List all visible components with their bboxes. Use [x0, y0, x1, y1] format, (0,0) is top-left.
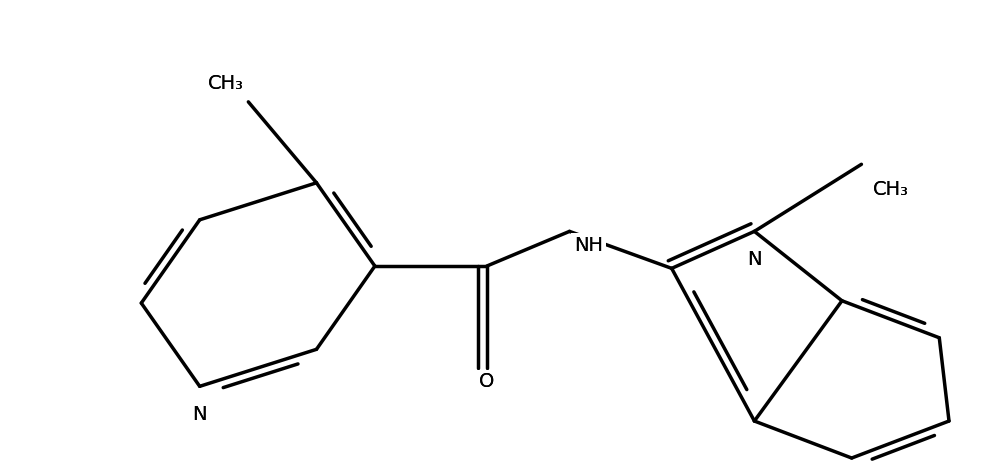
Text: CH₃: CH₃ [873, 180, 909, 200]
Text: O: O [479, 372, 495, 391]
Text: N: N [747, 250, 762, 269]
Text: N: N [193, 405, 207, 424]
Text: CH₃: CH₃ [208, 74, 243, 93]
Text: N: N [747, 250, 762, 269]
Text: O: O [479, 372, 495, 391]
Text: NH: NH [574, 236, 604, 255]
Text: CH₃: CH₃ [873, 180, 909, 200]
Text: N: N [193, 405, 207, 424]
Text: CH₃: CH₃ [208, 74, 243, 93]
Text: NH: NH [574, 236, 604, 255]
